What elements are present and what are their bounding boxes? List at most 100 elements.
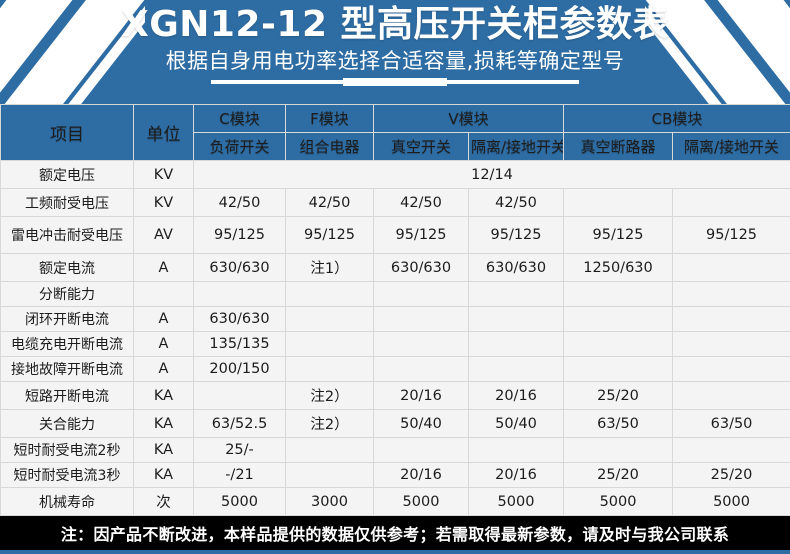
banner-decoration-right <box>645 0 790 104</box>
row-value <box>673 332 790 357</box>
header-group-cb: CB模块 <box>564 105 790 133</box>
row-value <box>194 382 286 410</box>
row-value <box>286 357 374 382</box>
row-label: 接地故障开断电流 <box>1 357 134 382</box>
header-group-v: V模块 <box>374 105 564 133</box>
row-value <box>673 382 790 410</box>
row-value: 95/125 <box>286 217 374 254</box>
row-value <box>286 438 374 463</box>
row-value-merged: 12/14 <box>194 161 790 189</box>
row-value: 630/630 <box>374 254 469 282</box>
spec-table-head: 项目 单位 C模块 F模块 V模块 CB模块 负荷开关 组合电器 真空开关 隔离… <box>1 105 790 161</box>
row-value: 63/50 <box>564 410 673 438</box>
row-unit: A <box>134 307 194 332</box>
table-row: 关合能力 KA 63/52.5 注2） 50/40 50/40 63/50 63… <box>1 410 790 438</box>
row-value: 25/20 <box>564 463 673 488</box>
row-value <box>673 254 790 282</box>
row-value <box>469 282 564 307</box>
row-unit: KA <box>134 463 194 488</box>
row-value: 630/630 <box>194 254 286 282</box>
row-value: 630/630 <box>194 307 286 332</box>
row-value: 42/50 <box>374 189 469 217</box>
row-value: 5000 <box>564 488 673 516</box>
table-row: 短时耐受电流2秒 KA 25/- <box>1 438 790 463</box>
row-value <box>469 357 564 382</box>
row-unit: A <box>134 332 194 357</box>
row-value: 200/150 <box>194 357 286 382</box>
footer-note: 注：因产品不断改进，本样品提供的数据仅供参考；若需取得最新参数，请及时与我公司联… <box>0 516 790 550</box>
row-value: 42/50 <box>286 189 374 217</box>
row-value <box>286 282 374 307</box>
parameter-table-page: XGN12-12 型高压开关柜参数表 根据自身用电功率选择合适容量,损耗等确定型… <box>0 0 790 522</box>
row-value: 25/- <box>194 438 286 463</box>
row-value <box>286 307 374 332</box>
row-value <box>673 189 790 217</box>
row-value: 20/16 <box>374 463 469 488</box>
row-value <box>564 332 673 357</box>
row-value <box>564 189 673 217</box>
row-value <box>374 438 469 463</box>
row-label: 短路开断电流 <box>1 382 134 410</box>
row-label: 闭环开断电流 <box>1 307 134 332</box>
row-value: 20/16 <box>374 382 469 410</box>
row-value <box>469 332 564 357</box>
row-value: 50/40 <box>374 410 469 438</box>
row-value: 20/16 <box>469 463 564 488</box>
row-value: 注2） <box>286 410 374 438</box>
spec-table: 项目 单位 C模块 F模块 V模块 CB模块 负荷开关 组合电器 真空开关 隔离… <box>0 104 790 516</box>
row-value: 3000 <box>286 488 374 516</box>
row-value: 95/125 <box>374 217 469 254</box>
row-value: 25/20 <box>564 382 673 410</box>
row-unit: KV <box>134 189 194 217</box>
row-value: 63/52.5 <box>194 410 286 438</box>
page-banner: XGN12-12 型高压开关柜参数表 根据自身用电功率选择合适容量,损耗等确定型… <box>0 0 790 104</box>
row-label: 电缆充电开断电流 <box>1 332 134 357</box>
row-value: 25/20 <box>673 463 790 488</box>
table-row: 工频耐受电压 KV 42/50 42/50 42/50 42/50 <box>1 189 790 217</box>
row-value: 42/50 <box>469 189 564 217</box>
page-subtitle: 根据自身用电功率选择合适容量,损耗等确定型号 <box>166 47 625 75</box>
row-value <box>374 282 469 307</box>
table-row: 接地故障开断电流 A 200/150 <box>1 357 790 382</box>
row-value: 630/630 <box>469 254 564 282</box>
row-value: 42/50 <box>194 189 286 217</box>
row-value: 135/135 <box>194 332 286 357</box>
footer-accent-bar <box>0 550 790 554</box>
row-value: 95/125 <box>469 217 564 254</box>
row-value: 注2） <box>286 382 374 410</box>
row-unit: KA <box>134 382 194 410</box>
header-item: 项目 <box>1 105 134 161</box>
header-unit: 单位 <box>134 105 194 161</box>
row-value: 注1） <box>286 254 374 282</box>
page-title: XGN12-12 型高压开关柜参数表 <box>121 3 669 47</box>
row-value: 63/50 <box>673 410 790 438</box>
row-unit: A <box>134 357 194 382</box>
row-value <box>564 357 673 382</box>
row-value: 1250/630 <box>564 254 673 282</box>
row-value <box>286 332 374 357</box>
row-value <box>374 357 469 382</box>
header-sub-load-switch: 负荷开关 <box>194 133 286 161</box>
row-value <box>469 438 564 463</box>
row-value: 5000 <box>469 488 564 516</box>
row-value: 5000 <box>194 488 286 516</box>
row-unit: KA <box>134 438 194 463</box>
row-value <box>564 307 673 332</box>
row-value: 5000 <box>673 488 790 516</box>
table-row: 短路开断电流 KA 注2） 20/16 20/16 25/20 <box>1 382 790 410</box>
row-value <box>564 282 673 307</box>
row-unit: KV <box>134 161 194 189</box>
row-label: 雷电冲击耐受电压 <box>1 217 134 254</box>
header-sub-isolation-earthing-switch-v: 隔离/接地开关 <box>469 133 564 161</box>
row-value: 20/16 <box>469 382 564 410</box>
row-unit: 次 <box>134 488 194 516</box>
table-row: 额定电压 KV 12/14 <box>1 161 790 189</box>
header-group-f: F模块 <box>286 105 374 133</box>
header-sub-combined-unit: 组合电器 <box>286 133 374 161</box>
row-label: 额定电压 <box>1 161 134 189</box>
banner-divider <box>211 80 579 84</box>
row-label: 额定电流 <box>1 254 134 282</box>
row-value: -/21 <box>194 463 286 488</box>
header-sub-vacuum-switch: 真空开关 <box>374 133 469 161</box>
row-label: 关合能力 <box>1 410 134 438</box>
